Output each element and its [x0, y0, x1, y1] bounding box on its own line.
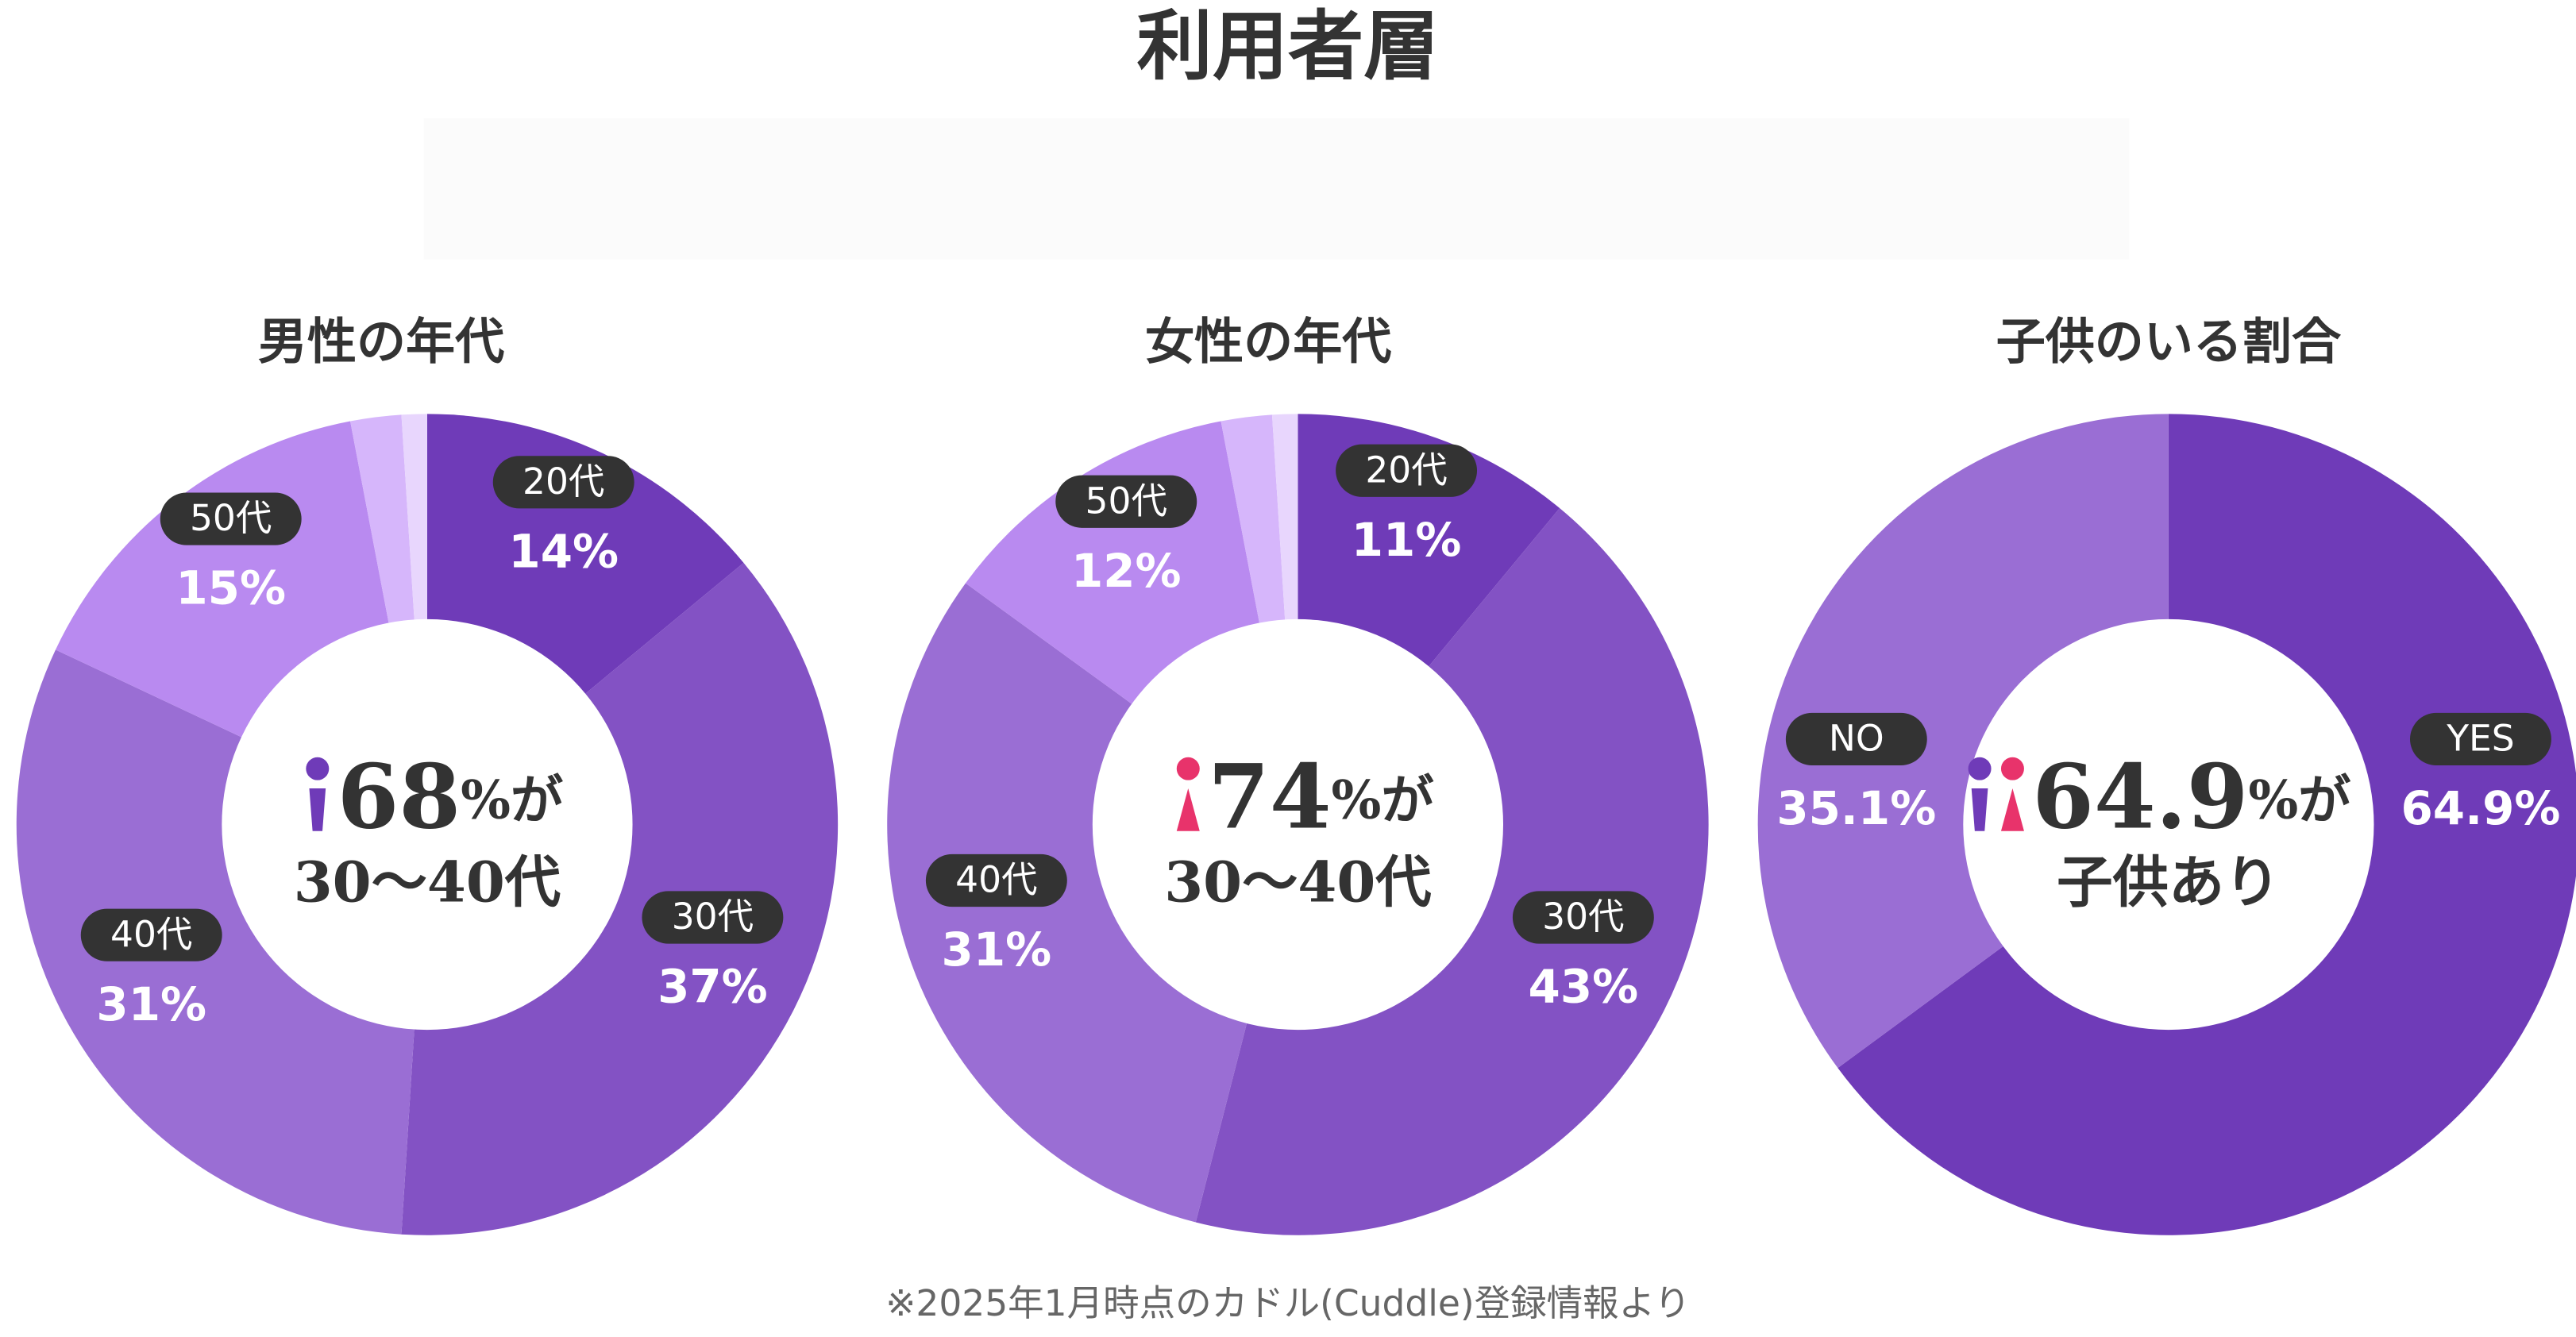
category-pill — [1785, 712, 1927, 766]
donut-slice — [1757, 414, 2169, 1069]
center-suffix: %が — [2248, 769, 2350, 831]
donut-hole — [222, 618, 633, 1031]
category-label: 50代 — [190, 497, 272, 539]
value-label: 31% — [96, 977, 206, 1031]
center-text: 68%が — [337, 746, 564, 850]
category-label: 20代 — [523, 460, 604, 503]
value-label: 64.9% — [2401, 781, 2561, 835]
center-value: 68 — [337, 746, 461, 850]
person-icon-head — [2000, 757, 2024, 780]
category-label: 40代 — [955, 859, 1037, 901]
category-label: 30代 — [1542, 896, 1624, 938]
person-icon-body — [1971, 788, 1988, 831]
value-label: 31% — [942, 923, 1052, 977]
donut-hole — [1092, 618, 1504, 1031]
value-label: 12% — [1071, 544, 1182, 598]
page-title: 利用者層 — [1137, 2, 1440, 91]
center-value: 74 — [1208, 746, 1331, 850]
placeholder-band — [423, 118, 2130, 260]
category-pill — [492, 456, 634, 509]
category-pill — [1512, 891, 1654, 944]
chart-title: 女性の年代 — [1145, 313, 1391, 371]
value-label: 15% — [175, 561, 286, 615]
value-label: 43% — [1529, 960, 1639, 1014]
category-label: 30代 — [672, 896, 754, 938]
category-label: 50代 — [1086, 480, 1167, 522]
center-caption: 子供あり — [2057, 850, 2280, 915]
category-label: 40代 — [110, 913, 192, 955]
donut-hole — [1963, 618, 2374, 1031]
person-icon-head — [306, 757, 330, 780]
donut-slice — [887, 583, 1298, 1223]
person-icon-head — [1968, 757, 1992, 780]
category-pill — [160, 492, 302, 545]
center-caption: 30〜40代 — [1164, 850, 1431, 915]
chart-title: 子供のいる割合 — [1996, 313, 2342, 371]
value-label: 35.1% — [1776, 781, 1936, 835]
center-value: 64.9 — [2032, 746, 2248, 850]
center-caption: 30〜40代 — [294, 850, 561, 915]
category-pill — [1055, 475, 1197, 528]
person-icon-body — [1176, 788, 1200, 831]
category-label: YES — [2446, 718, 2514, 760]
category-pill — [925, 853, 1067, 907]
donut-slice — [401, 562, 839, 1235]
center-text: 64.9%が — [2032, 746, 2350, 850]
value-label: 11% — [1352, 513, 1462, 567]
value-label: 14% — [508, 524, 619, 578]
person-icon-body — [2000, 788, 2024, 831]
value-label: 37% — [657, 960, 768, 1014]
category-label: NO — [1829, 718, 1884, 760]
chart-title: 男性の年代 — [258, 313, 504, 371]
center-text: 74%が — [1208, 746, 1434, 850]
category-pill — [642, 891, 784, 944]
center-suffix: %が — [1332, 769, 1434, 831]
category-pill — [2409, 712, 2551, 766]
category-label: 20代 — [1365, 449, 1447, 491]
category-pill — [80, 908, 222, 961]
person-icon-body — [309, 788, 326, 831]
category-pill — [1336, 444, 1478, 497]
center-suffix: %が — [461, 769, 563, 831]
footnote: ※2025年1月時点のカドル(Cuddle)登録情報より — [885, 1282, 1690, 1324]
person-icon-head — [1176, 757, 1200, 780]
